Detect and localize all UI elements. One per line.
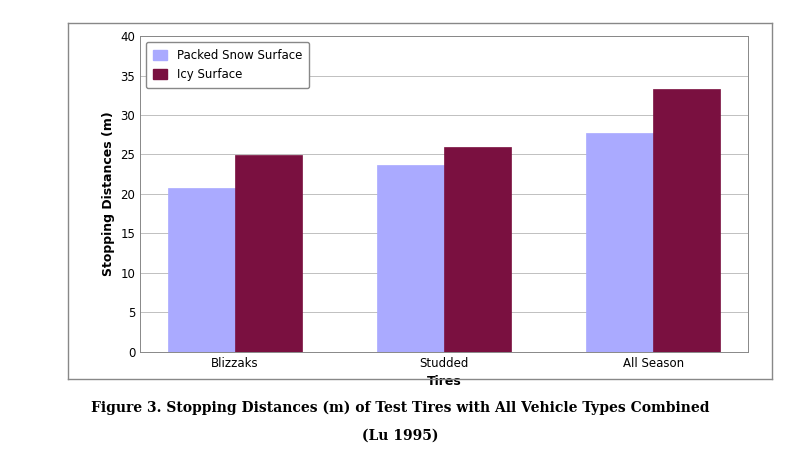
Bar xyxy=(377,165,444,352)
Text: Figure 3. Stopping Distances (m) of Test Tires with All Vehicle Types Combined: Figure 3. Stopping Distances (m) of Test… xyxy=(90,401,710,415)
X-axis label: Tires: Tires xyxy=(426,375,462,388)
Text: (Lu 1995): (Lu 1995) xyxy=(362,428,438,442)
Bar xyxy=(234,155,302,352)
Bar xyxy=(586,133,654,352)
Bar xyxy=(654,89,720,352)
Y-axis label: Stopping Distances (m): Stopping Distances (m) xyxy=(102,111,114,276)
Legend: Packed Snow Surface, Icy Surface: Packed Snow Surface, Icy Surface xyxy=(146,42,309,88)
Bar xyxy=(168,189,234,352)
Bar xyxy=(444,147,511,352)
